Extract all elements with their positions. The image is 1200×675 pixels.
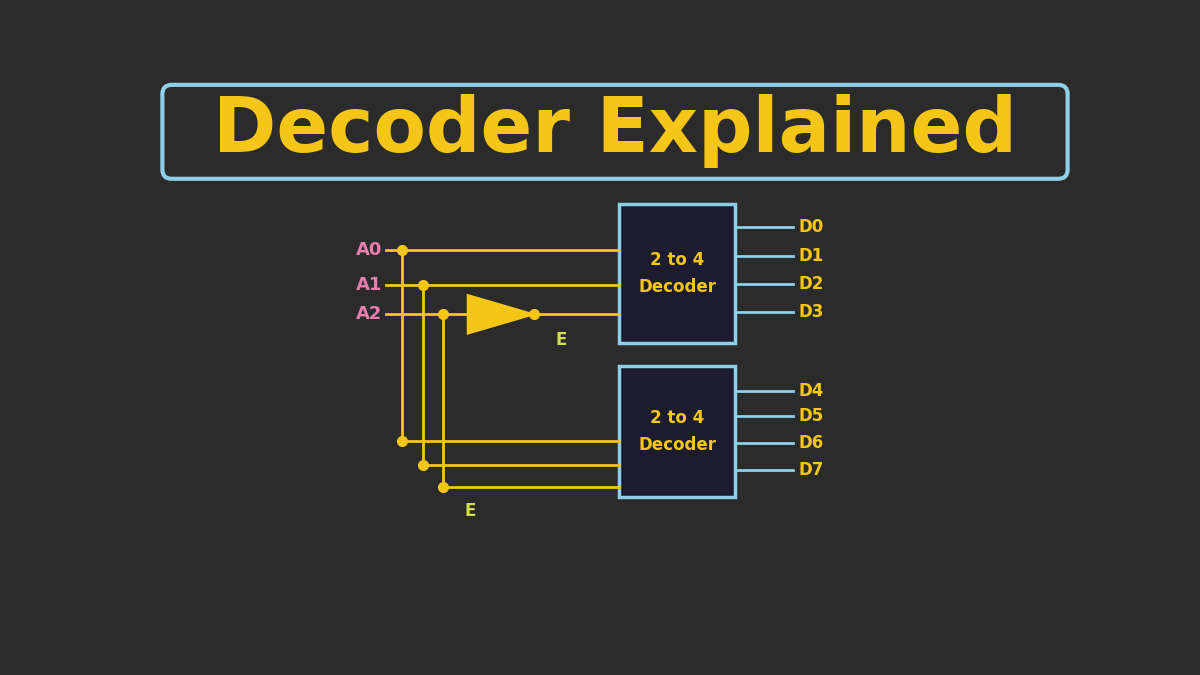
FancyBboxPatch shape [162, 85, 1068, 179]
Text: 2 to 4
Decoder: 2 to 4 Decoder [638, 251, 716, 296]
Text: A1: A1 [356, 276, 383, 294]
Text: D4: D4 [799, 381, 824, 400]
Text: D0: D0 [799, 218, 824, 236]
Text: E: E [556, 331, 566, 349]
Text: Decoder Explained: Decoder Explained [214, 94, 1018, 168]
Bar [619, 366, 736, 497]
Text: D2: D2 [799, 275, 824, 292]
Polygon shape [468, 295, 534, 333]
Text: D6: D6 [799, 434, 824, 452]
Text: D1: D1 [799, 247, 824, 265]
Text: D7: D7 [799, 461, 824, 479]
Text: E: E [464, 502, 475, 520]
Text: D5: D5 [799, 407, 824, 425]
Text: A0: A0 [356, 242, 383, 259]
Bar [619, 205, 736, 343]
Text: A2: A2 [356, 305, 383, 323]
Text: 2 to 4
Decoder: 2 to 4 Decoder [638, 409, 716, 454]
Text: D3: D3 [799, 303, 824, 321]
